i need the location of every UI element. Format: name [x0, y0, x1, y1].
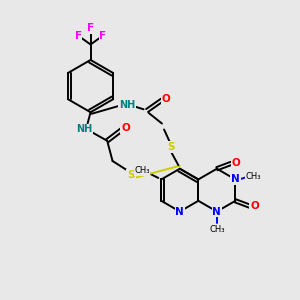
Text: N: N: [231, 174, 240, 184]
Text: N: N: [176, 206, 184, 217]
Text: S: S: [167, 142, 175, 152]
Text: N: N: [212, 206, 221, 217]
Text: NH: NH: [76, 124, 92, 134]
Text: S: S: [127, 170, 135, 180]
Text: O: O: [121, 123, 130, 133]
Text: F: F: [74, 31, 82, 40]
Text: F: F: [87, 23, 94, 33]
Text: NH: NH: [119, 100, 135, 110]
Text: CH₃: CH₃: [134, 166, 150, 175]
Text: CH₃: CH₃: [245, 172, 261, 181]
Text: O: O: [232, 158, 240, 168]
Text: F: F: [100, 31, 106, 40]
Text: CH₃: CH₃: [209, 225, 225, 234]
Text: O: O: [250, 201, 259, 211]
Text: O: O: [162, 94, 170, 104]
